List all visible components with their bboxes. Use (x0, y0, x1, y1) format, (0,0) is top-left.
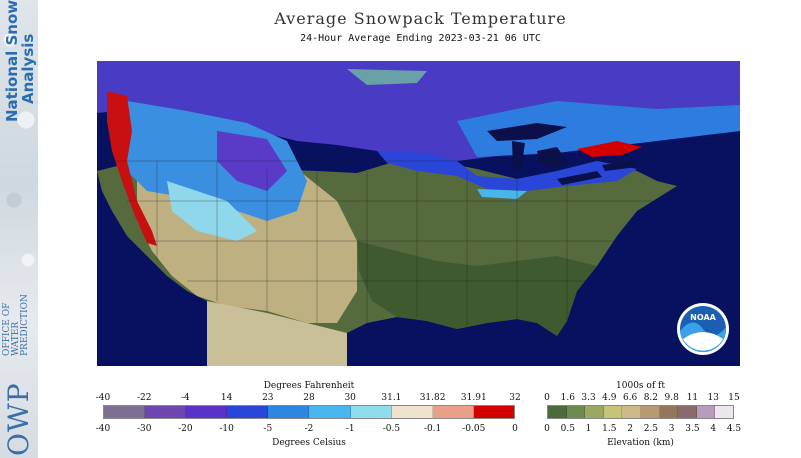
fahrenheit-tick-label: 32 (509, 393, 521, 403)
northeast-warm-snow (577, 141, 642, 157)
temperature-color-bar (103, 405, 515, 419)
lake-ontario (602, 161, 637, 171)
temperature-color-swatch (186, 406, 228, 418)
noaa-logo: NOAA (677, 303, 729, 355)
elevation-ft-tick-label: 13 (707, 393, 719, 403)
fahrenheit-tick-label: 30 (344, 393, 356, 403)
banner-title-line2: Analysis (19, 33, 37, 104)
temperature-color-swatch (227, 406, 269, 418)
elevation-km-tick-label: 0 (544, 424, 550, 434)
lake-erie (557, 171, 602, 185)
celsius-tick-label: -5 (263, 424, 273, 434)
temperature-color-swatch (350, 406, 392, 418)
celsius-tick-label: -10 (219, 424, 234, 434)
temperature-color-swatch (391, 406, 433, 418)
fahrenheit-tick-label: 31.82 (419, 393, 446, 403)
lake-huron (537, 147, 567, 169)
fahrenheit-title: Degrees Fahrenheit (263, 381, 355, 391)
elevation-ft-title: 1000s of ft (616, 381, 665, 391)
elevation-ft-tick-label: 0 (544, 393, 550, 403)
owp-org-name: OFFICE OF WATER PREDICTION (2, 294, 30, 356)
elevation-ft-tick-label: 3.3 (581, 393, 596, 403)
elevation-color-swatch (696, 406, 716, 418)
mexico-land (207, 301, 347, 366)
fahrenheit-tick-label: 28 (303, 393, 315, 403)
lake-michigan (512, 141, 525, 171)
elevation-ft-tick-label: 9.8 (664, 393, 679, 403)
temperature-color-swatch (145, 406, 187, 418)
page-subtitle: 24-Hour Average Ending 2023-03-21 06 UTC (300, 33, 541, 44)
celsius-tick-label: -2 (304, 424, 314, 434)
elevation-color-swatch (622, 406, 641, 418)
owp-org-line: PREDICTION (20, 294, 30, 356)
owp-logo-text: OWP (2, 382, 35, 456)
hudson-bay-area (347, 69, 427, 85)
elevation-km-tick-label: 2.5 (643, 424, 659, 434)
elevation-ft-tick-label: 1.6 (560, 393, 575, 403)
celsius-tick-label: -40 (95, 424, 111, 434)
fahrenheit-tick-label: 31.91 (460, 393, 487, 403)
elevation-color-bar (547, 405, 734, 419)
fahrenheit-tick-label: 23 (262, 393, 274, 403)
snowpack-map: NOAA (97, 61, 740, 366)
state-boundaries (97, 160, 657, 326)
side-banner: National Snow Analysis OFFICE OF WATER P… (0, 0, 38, 458)
elevation-km-tick-label: 4 (710, 424, 717, 434)
elevation-color-swatch (548, 406, 567, 418)
temperature-color-swatch (104, 406, 146, 418)
fahrenheit-tick-label: 14 (220, 393, 233, 403)
southern-canada-snow (457, 101, 740, 157)
celsius-title: Degrees Celsius (272, 438, 346, 448)
fahrenheit-tick-label: 31.1 (381, 393, 402, 403)
elevation-km-tick-label: 4.5 (726, 424, 742, 434)
elevation-color-swatch (715, 406, 733, 418)
elevation-ft-tick-label: 6.6 (622, 393, 638, 403)
elevation-color-swatch (603, 406, 623, 418)
fahrenheit-tick-label: -4 (181, 393, 190, 403)
elevation-color-swatch (659, 406, 679, 418)
temperature-color-swatch (432, 406, 474, 418)
elevation-ft-tick-label: 4.9 (602, 393, 617, 403)
banner-texture (0, 0, 38, 458)
temperature-color-swatch (309, 406, 351, 418)
celsius-tick-label: -0.05 (462, 424, 486, 434)
elevation-km-tick-label: 3.5 (685, 424, 700, 434)
elevation-km-tick-label: 1.5 (602, 424, 617, 434)
elevation-ft-tick-label: 15 (728, 393, 740, 403)
elevation-km-tick-label: 2 (627, 424, 633, 434)
map-graphic: NOAA (97, 61, 740, 366)
noaa-logo-text: NOAA (690, 313, 716, 322)
elevation-ft-tick-label: 11 (686, 393, 699, 403)
elevation-color-swatch (640, 406, 660, 418)
temperature-color-swatch (473, 406, 514, 418)
fahrenheit-tick-label: -40 (95, 393, 111, 403)
elevation-km-tick-label: 1 (585, 424, 592, 434)
page-title: Average Snowpack Temperature (274, 9, 567, 28)
midwest-thin-snow (477, 189, 527, 199)
temperature-color-swatch (268, 406, 310, 418)
elevation-km-title: Elevation (km) (607, 438, 674, 448)
celsius-tick-label: -1 (345, 424, 355, 434)
celsius-tick-label: 0 (512, 424, 518, 434)
lake-superior (487, 123, 567, 141)
elevation-km-tick-label: 0.5 (560, 424, 575, 434)
celsius-tick-label: -0.5 (382, 424, 401, 434)
fahrenheit-tick-label: -22 (136, 393, 152, 403)
canada-snow-region (97, 61, 740, 161)
elevation-km-tick-label: 3 (668, 424, 675, 434)
cascades-sierra-warm-snow (107, 91, 157, 246)
celsius-tick-label: -30 (136, 424, 152, 434)
great-basin-snow (167, 181, 257, 241)
elevation-ft-tick-label: 8.2 (643, 393, 659, 403)
celsius-tick-label: -20 (178, 424, 193, 434)
elevation-color-swatch (566, 406, 586, 418)
celsius-tick-label: -0.1 (423, 424, 442, 434)
elevation-color-swatch (585, 406, 604, 418)
elevation-color-swatch (678, 406, 697, 418)
